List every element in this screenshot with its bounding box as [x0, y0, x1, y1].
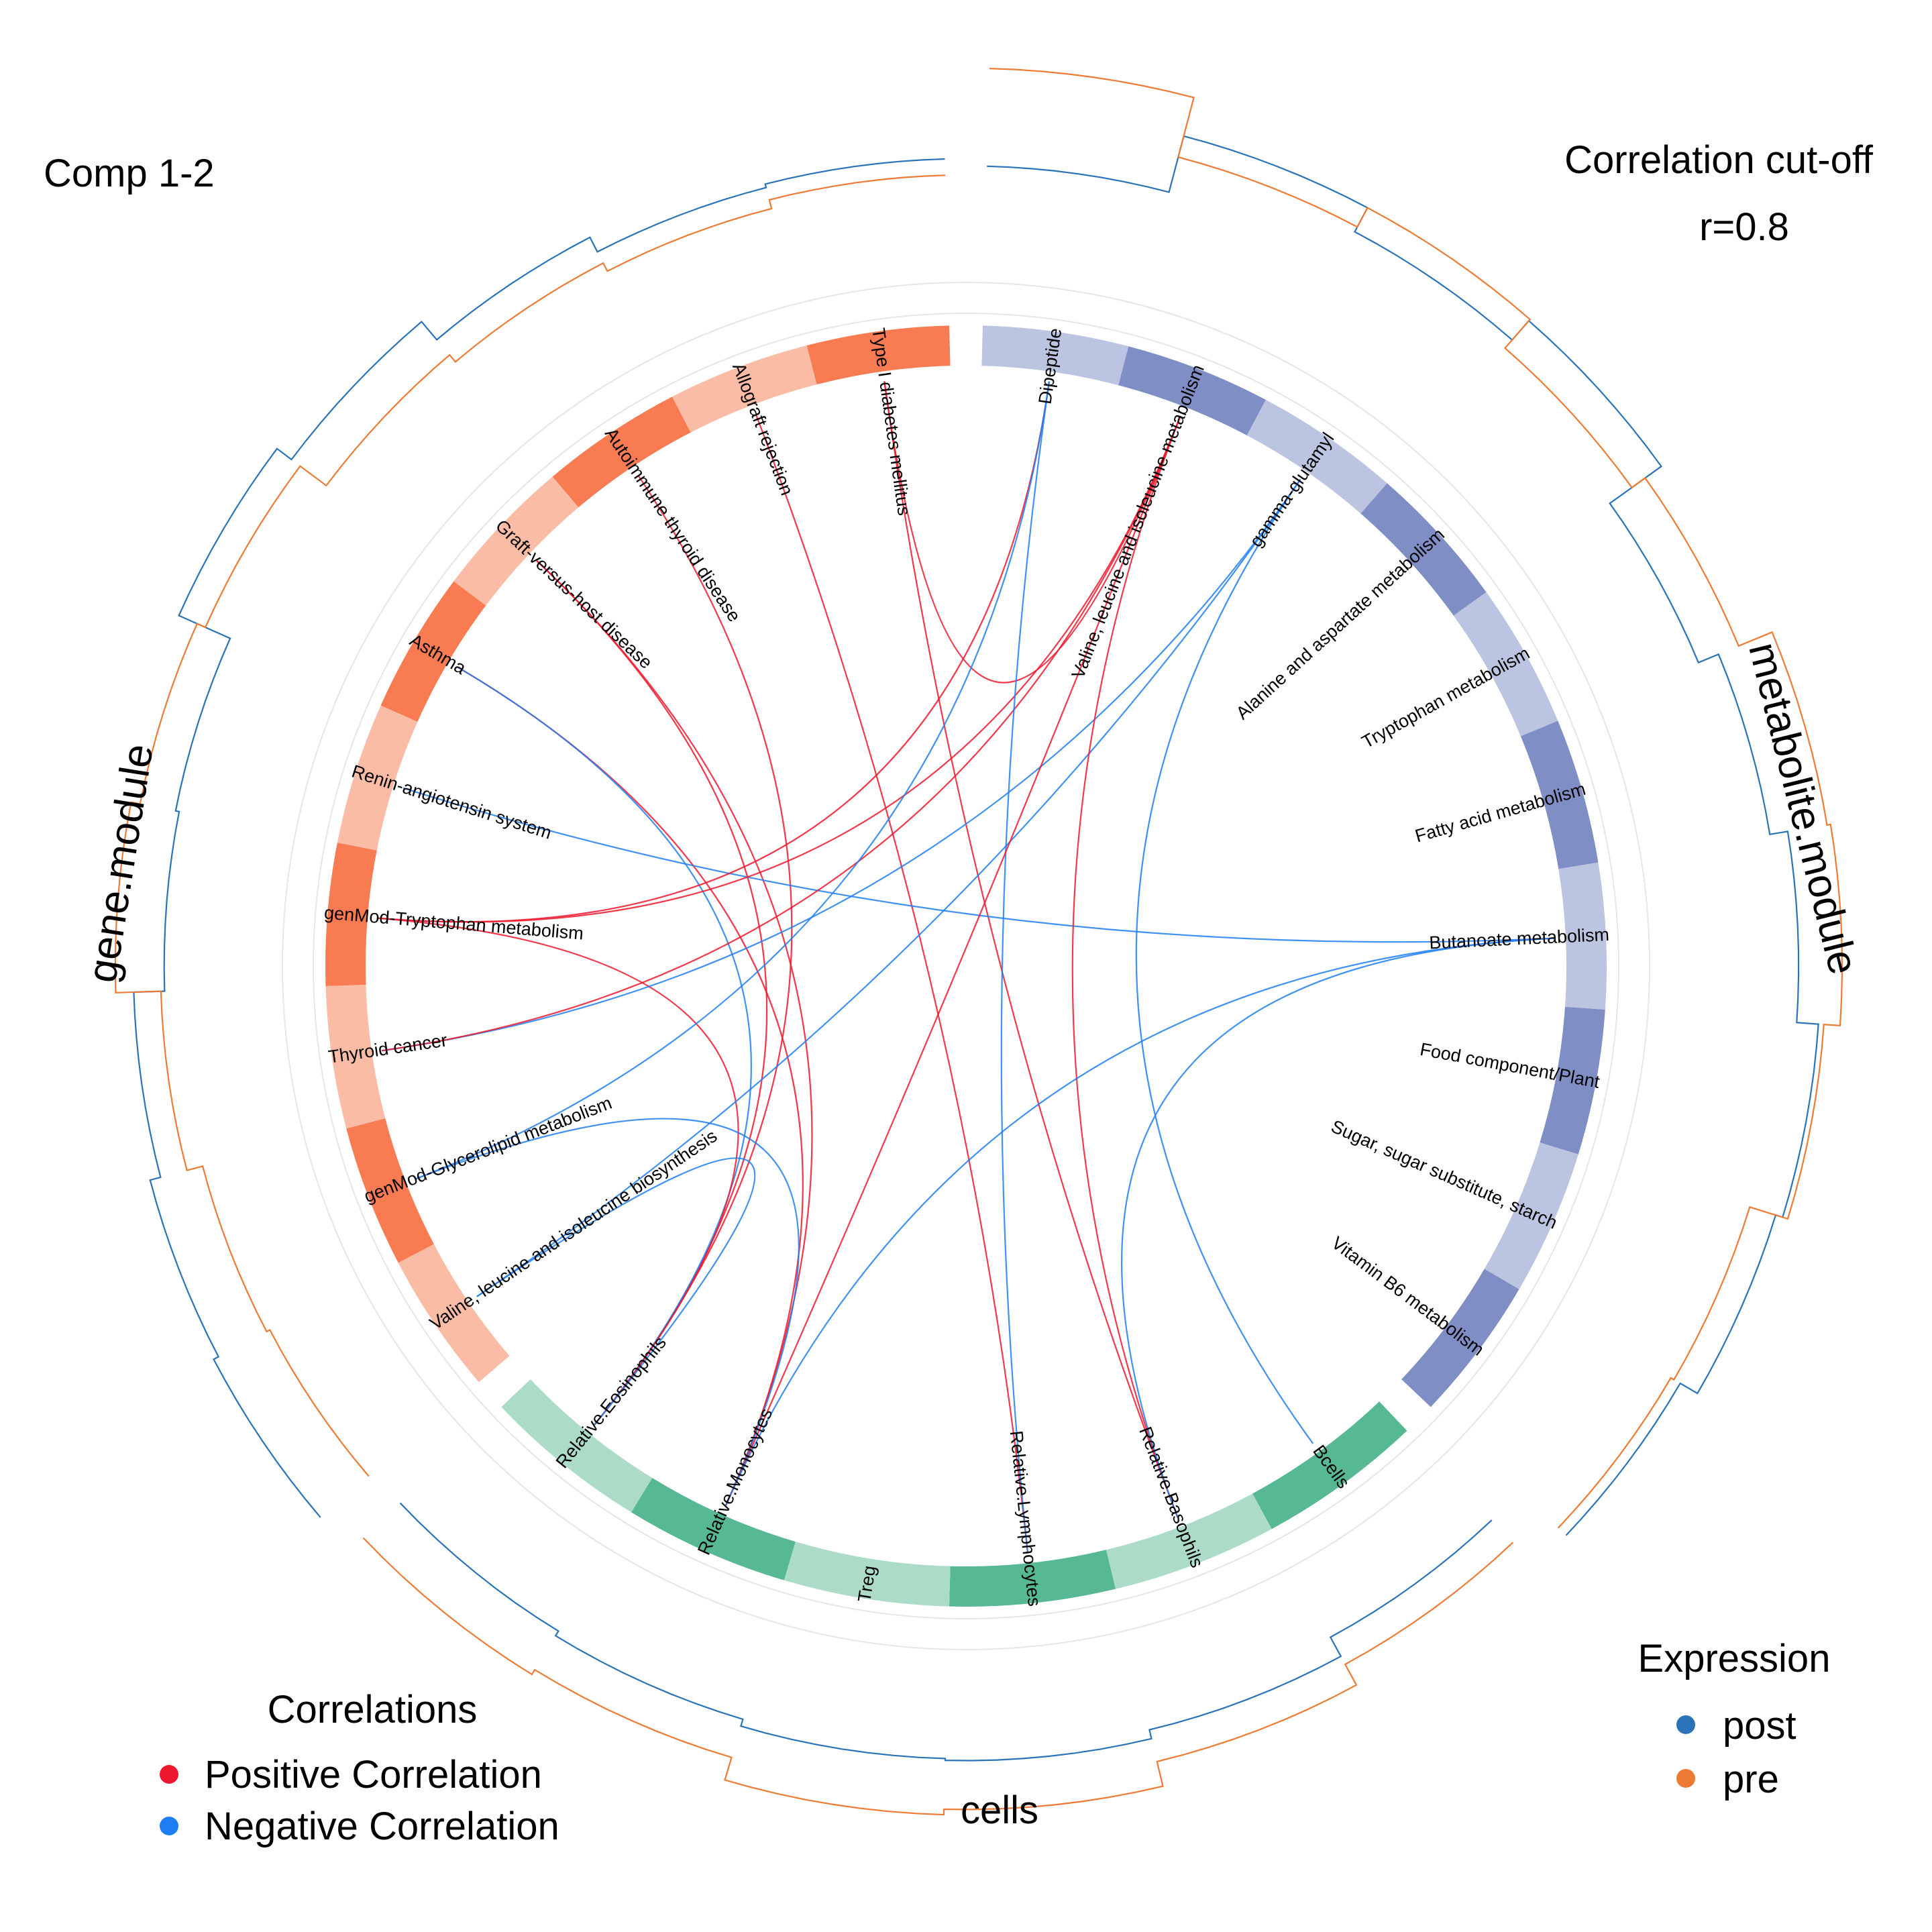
- cells-segment-2: [949, 1550, 1116, 1607]
- expression-legend: Expression post pre: [1638, 1637, 1831, 1801]
- comp-title: Comp 1-2: [44, 152, 215, 195]
- guide-circle-2: [282, 282, 1650, 1650]
- correlation-link-7: [456, 666, 752, 1426]
- expression-pre-cells: [362, 1537, 1514, 1816]
- cells-segment-0: [1252, 1401, 1407, 1529]
- pre-expression-label: pre: [1723, 1758, 1779, 1801]
- genes-segment-2: [552, 396, 691, 508]
- block-title-cells: cells: [961, 1788, 1038, 1832]
- negative-correlation-label: Negative Correlation: [205, 1805, 559, 1848]
- genes-label-2: Autoimmune thyroid disease: [601, 424, 745, 625]
- block-segments: [325, 325, 1607, 1607]
- correlation-links: [377, 381, 1556, 1554]
- post-expression-dot: [1676, 1715, 1695, 1734]
- correlation-link-2: [755, 414, 1029, 1554]
- correlation-link-16: [476, 479, 1301, 1297]
- correlations-legend-title: Correlations: [268, 1688, 478, 1731]
- correlation-link-19: [1071, 415, 1181, 1517]
- cells-segment-5: [501, 1379, 653, 1513]
- cutoff-title: Correlation cut-off: [1564, 138, 1874, 182]
- negative-correlation-dot: [160, 1817, 178, 1835]
- genes-segment-3: [453, 476, 579, 606]
- metabolites-segment-5: [1520, 720, 1599, 869]
- expression-post-cells: [399, 1502, 1493, 1762]
- block-title-metabolites: metabolite.module: [1739, 638, 1867, 979]
- pre-expression-dot: [1676, 1769, 1695, 1788]
- correlation-link-1: [883, 381, 1181, 684]
- correlation-link-9: [377, 381, 1051, 923]
- metabolites-label-3: Alanine and aspartate metabolism: [1232, 524, 1448, 723]
- correlation-link-12: [381, 479, 1301, 1052]
- cutoff-value: r=0.8: [1699, 205, 1789, 249]
- guide-circles: [282, 282, 1650, 1650]
- expression-pre-genes: [114, 174, 946, 1477]
- expression-pre-metabolites: [989, 68, 1843, 1529]
- block-title-genes: gene.module: [79, 741, 162, 985]
- metabolites-label-9: Vitamin B6 metabolism: [1328, 1232, 1487, 1359]
- genes-segment-9: [398, 1244, 510, 1383]
- genes-segment-8: [346, 1118, 434, 1263]
- expression-lines: [114, 68, 1843, 1816]
- correlation-link-20: [725, 415, 1181, 1506]
- expression-post-metabolites: [987, 135, 1819, 1536]
- cells-segment-3: [784, 1542, 951, 1607]
- metabolites-segment-3: [1360, 483, 1487, 616]
- correlation-link-21: [1135, 479, 1314, 1444]
- metabolites-segment-9: [1401, 1269, 1519, 1407]
- genes-segment-1: [672, 345, 817, 433]
- correlation-link-13: [381, 415, 1181, 1052]
- correlation-link-14: [415, 381, 1051, 1180]
- metabolites-segment-4: [1453, 592, 1558, 737]
- correlation-link-23: [725, 937, 1556, 1506]
- correlation-link-11: [377, 917, 739, 1426]
- metabolites-segment-0: [981, 325, 1129, 386]
- correlation-link-5: [536, 560, 813, 1506]
- correlation-link-18: [1000, 381, 1051, 1554]
- genes-segment-6: [325, 843, 377, 986]
- correlation-legend: Correlations Positive Correlation Negati…: [160, 1688, 559, 1848]
- correlation-link-22: [1121, 937, 1556, 1517]
- post-expression-label: post: [1723, 1704, 1796, 1748]
- positive-correlation-dot: [160, 1765, 178, 1784]
- guide-circle-1: [313, 313, 1619, 1619]
- metabolites-segment-2: [1246, 400, 1387, 514]
- positive-correlation-label: Positive Correlation: [205, 1753, 542, 1796]
- metabolites-label-8: Sugar, sugar substitute, starch: [1328, 1116, 1560, 1233]
- genes-segment-7: [325, 985, 386, 1129]
- expression-legend-title: Expression: [1638, 1637, 1831, 1680]
- genes-label-3: Graft-versus-host disease: [492, 516, 656, 673]
- genes-label-8: genMod-Glycerolipid metabolism: [362, 1093, 615, 1207]
- correlation-link-15: [415, 1118, 800, 1506]
- correlation-link-4: [536, 560, 768, 1426]
- correlation-link-10: [377, 415, 1181, 923]
- correlation-link-0: [883, 381, 1179, 1517]
- metabolites-segment-8: [1484, 1142, 1578, 1289]
- cells-segment-1: [1106, 1493, 1272, 1589]
- metabolites-segment-7: [1540, 1006, 1605, 1155]
- genes-segment-0: [806, 325, 951, 385]
- cells-segment-4: [631, 1478, 796, 1580]
- metabolites-segment-1: [1118, 346, 1266, 436]
- genes-segment-5: [337, 705, 418, 851]
- metabolites-segment-6: [1558, 862, 1607, 1010]
- genes-segment-4: [380, 581, 486, 722]
- correlation-link-8: [402, 787, 1556, 943]
- correlation-link-17: [476, 1157, 756, 1426]
